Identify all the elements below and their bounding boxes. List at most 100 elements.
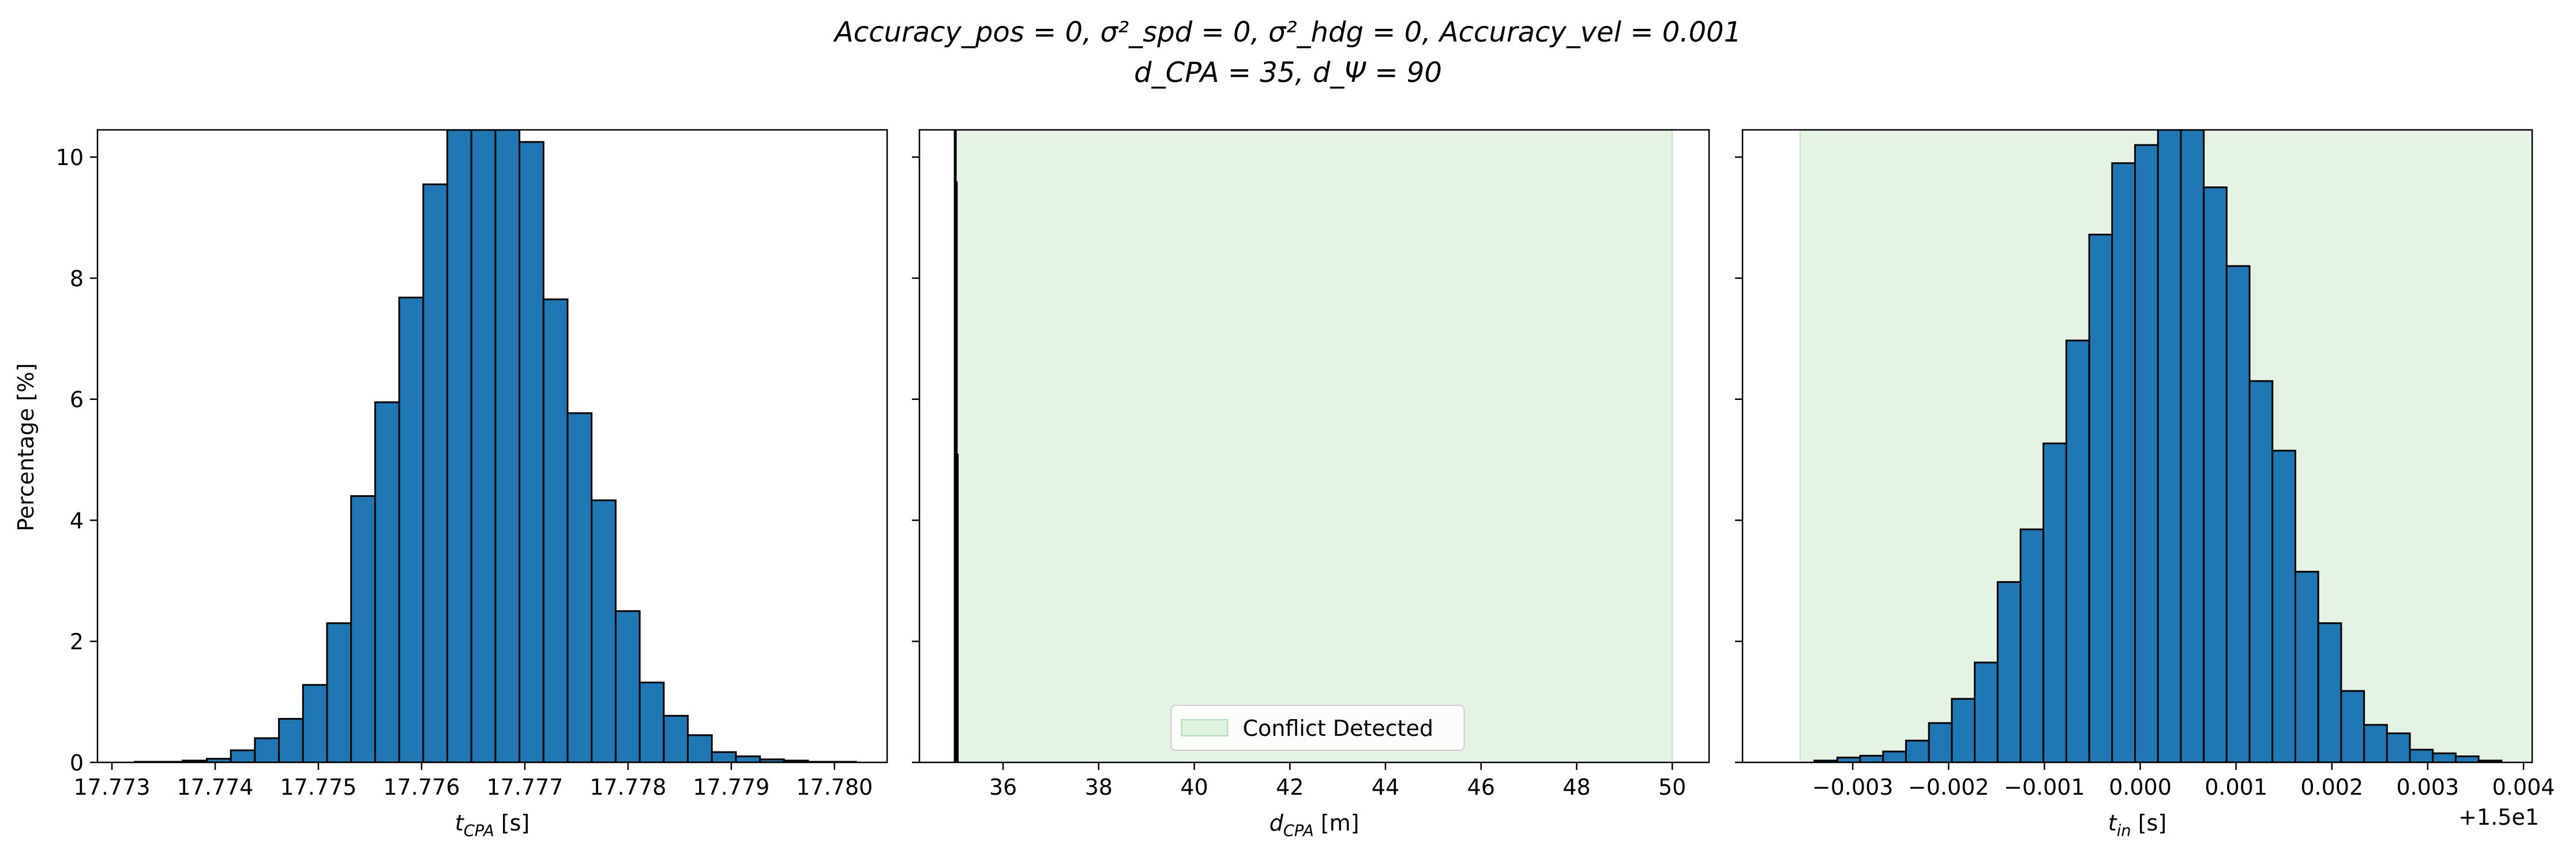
histogram-bar <box>2065 339 2090 762</box>
histogram-bar <box>1996 581 2022 762</box>
histogram-bar <box>591 499 617 762</box>
x-tick-label: 40 <box>1180 775 1208 800</box>
x-tick-label: −0.002 <box>1908 775 1989 800</box>
histogram-bar <box>2203 186 2228 762</box>
histogram-bar <box>1905 739 1930 762</box>
axes-frame <box>96 129 888 764</box>
y-tick-label: 6 <box>70 387 84 413</box>
histogram-bar <box>711 751 737 762</box>
histogram-bar <box>1951 698 1976 762</box>
histogram-bar <box>326 622 352 762</box>
histogram-bar <box>2454 755 2480 762</box>
histogram-bar <box>446 130 472 762</box>
legend-label: Conflict Detected <box>1243 716 1433 741</box>
suptitle-line2: d_CPA = 35, d_Ψ = 90 <box>1134 57 1442 89</box>
x-axis-label: tin [s] <box>2108 810 2166 840</box>
x-tick-label: 48 <box>1563 775 1590 800</box>
conflict-region <box>955 130 1673 762</box>
histogram-bar <box>494 130 521 762</box>
histogram-bar <box>2386 732 2411 762</box>
x-tick-label: 0.002 <box>2300 775 2363 800</box>
panel-left: 17.773 17.774 17.775 17.776 17.777 17.778 17.7… <box>56 129 888 840</box>
histogram-bar <box>1974 661 1999 762</box>
histogram-bar <box>1836 757 1861 762</box>
histogram-bar <box>735 755 761 762</box>
y-tick-label: 8 <box>70 266 84 291</box>
x-tick-label: 36 <box>989 775 1017 800</box>
y-tick-label: 4 <box>70 508 84 533</box>
histogram-bar <box>2294 571 2319 762</box>
suptitle-line1: Accuracy_pos = 0, σ²_spd = 0, σ²_hdg = 0… <box>833 16 1741 48</box>
x-axis-label: tCPA [s] <box>455 810 530 840</box>
legend-frame <box>1170 705 1465 751</box>
histogram-bar <box>2157 130 2182 762</box>
x-tick-label: 17.779 <box>693 775 769 800</box>
histogram-bar <box>542 298 569 762</box>
histogram-bar <box>2225 265 2251 762</box>
histogram-bar <box>2317 622 2342 762</box>
x-tick-label: 17.774 <box>177 775 254 800</box>
histogram-bar <box>470 130 497 762</box>
panel-right: −0.003 −0.002 −0.001 0.000 0.001 0.002 0.003 0.… <box>1735 129 2555 840</box>
histogram-bar <box>2409 749 2434 762</box>
histogram-bar <box>663 714 689 762</box>
x-tick-label: 17.780 <box>796 775 873 800</box>
histogram-bar <box>519 141 545 762</box>
histogram-bar <box>2477 760 2503 762</box>
histogram-bar <box>422 183 448 762</box>
histogram-bar <box>278 717 304 762</box>
x-tick-label: 50 <box>1658 775 1686 800</box>
x-tick-label: 17.776 <box>383 775 460 800</box>
histogram-bar <box>1928 722 1953 762</box>
histogram-bar <box>2180 130 2205 762</box>
histogram-bar <box>230 749 256 762</box>
x-tick-label: 17.775 <box>280 775 356 800</box>
histogram-bar <box>566 412 593 762</box>
histogram-bar <box>302 684 328 762</box>
y-tick-label: 2 <box>70 629 84 654</box>
histogram-bar <box>1859 754 1884 762</box>
axes-frame <box>1741 129 2533 764</box>
histogram-bar <box>2248 380 2274 762</box>
histogram-bar <box>350 495 376 762</box>
x-offset-label: +1.5e1 <box>2458 805 2539 830</box>
histogram-bar <box>2111 162 2136 762</box>
axes-frame <box>918 129 1710 764</box>
x-tick-label: −0.003 <box>1812 775 1894 800</box>
panel-middle: 36 38 40 42 44 46 48 50 dCPA [m] Conflict Detecte… <box>912 129 1710 840</box>
x-tick-label: −0.001 <box>2004 775 2085 800</box>
histogram-bar <box>639 682 665 762</box>
x-tick-label: 42 <box>1276 775 1304 800</box>
x-tick-label: 0.004 <box>2492 775 2555 800</box>
histogram-bar <box>2363 724 2388 762</box>
histogram-bar <box>2019 528 2045 762</box>
histogram-bar <box>2042 442 2067 762</box>
y-tick-label: 0 <box>70 750 84 776</box>
y-axis-label: Percentage [%] <box>13 363 39 532</box>
plot-area <box>953 130 1673 762</box>
histogram-bar <box>2432 752 2457 762</box>
x-axis-label: dCPA [m] <box>1270 810 1360 840</box>
histogram-bar <box>686 734 713 762</box>
x-tick-label: 17.777 <box>486 775 563 800</box>
histogram-bar <box>254 737 280 762</box>
plot-area <box>1799 130 2532 762</box>
histogram-bar <box>398 297 425 762</box>
x-tick-label: 0.000 <box>2109 775 2172 800</box>
legend-swatch <box>1181 719 1229 736</box>
histogram-bar <box>614 610 641 762</box>
histogram-bar <box>2134 144 2159 762</box>
y-tick-label: 10 <box>56 145 84 170</box>
histogram-bar <box>2271 450 2296 762</box>
x-tick-label: 17.778 <box>589 775 666 800</box>
x-tick-label: 38 <box>1085 775 1113 800</box>
histogram-bar <box>2340 690 2365 762</box>
x-tick-label: 0.001 <box>2205 775 2267 800</box>
x-tick-label: 0.003 <box>2397 775 2459 800</box>
plot-area <box>133 130 857 762</box>
legend: Conflict Detected <box>1170 705 1465 751</box>
histogram-bar <box>2088 233 2113 762</box>
x-tick-label: 17.773 <box>74 775 151 800</box>
x-tick-label: 46 <box>1467 775 1495 800</box>
